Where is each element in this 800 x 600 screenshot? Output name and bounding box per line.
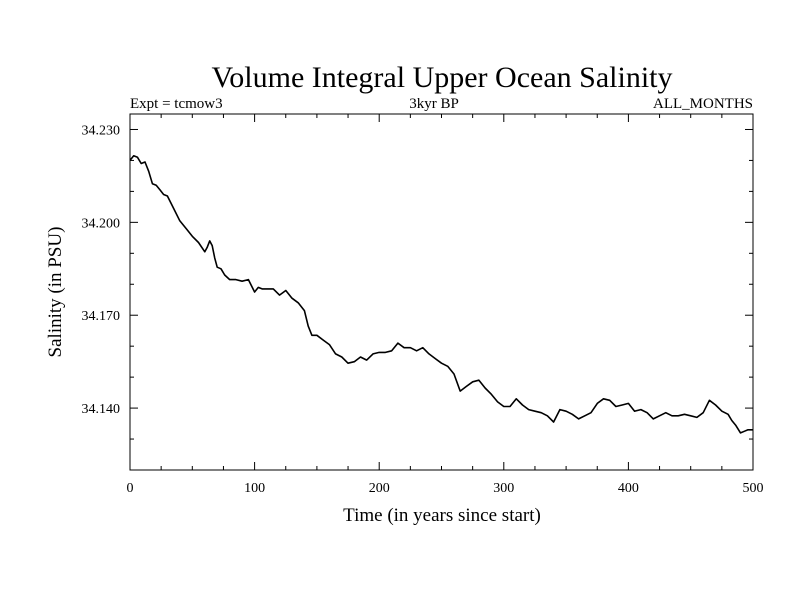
y-tick-labels: 34.140 34.170 34.200 34.230	[82, 123, 121, 417]
subtitle-experiment: Expt = tcmow3	[130, 96, 223, 112]
y-tick-label: 34.230	[82, 123, 121, 138]
subtitle-period: 3kyr BP	[409, 96, 459, 112]
salinity-line	[129, 155, 753, 434]
x-tick-label: 200	[369, 481, 390, 496]
y-axis-label: Salinity (in PSU)	[45, 227, 66, 358]
axis-ticks	[129, 114, 754, 471]
x-tick-label: 0	[127, 481, 134, 496]
subtitle-months: ALL_MONTHS	[653, 96, 753, 112]
chart-title: Volume Integral Upper Ocean Salinity	[212, 61, 673, 94]
x-tick-label: 500	[743, 481, 764, 496]
x-tick-labels: 0 100 200 300 400 500	[127, 481, 764, 496]
x-tick-label: 300	[493, 481, 514, 496]
x-tick-label: 100	[244, 481, 265, 496]
y-tick-label: 34.200	[82, 216, 121, 231]
x-axis-label: Time (in years since start)	[343, 505, 541, 526]
x-tick-label: 400	[618, 481, 639, 496]
y-tick-label: 34.140	[82, 402, 121, 417]
y-tick-label: 34.170	[82, 309, 121, 324]
